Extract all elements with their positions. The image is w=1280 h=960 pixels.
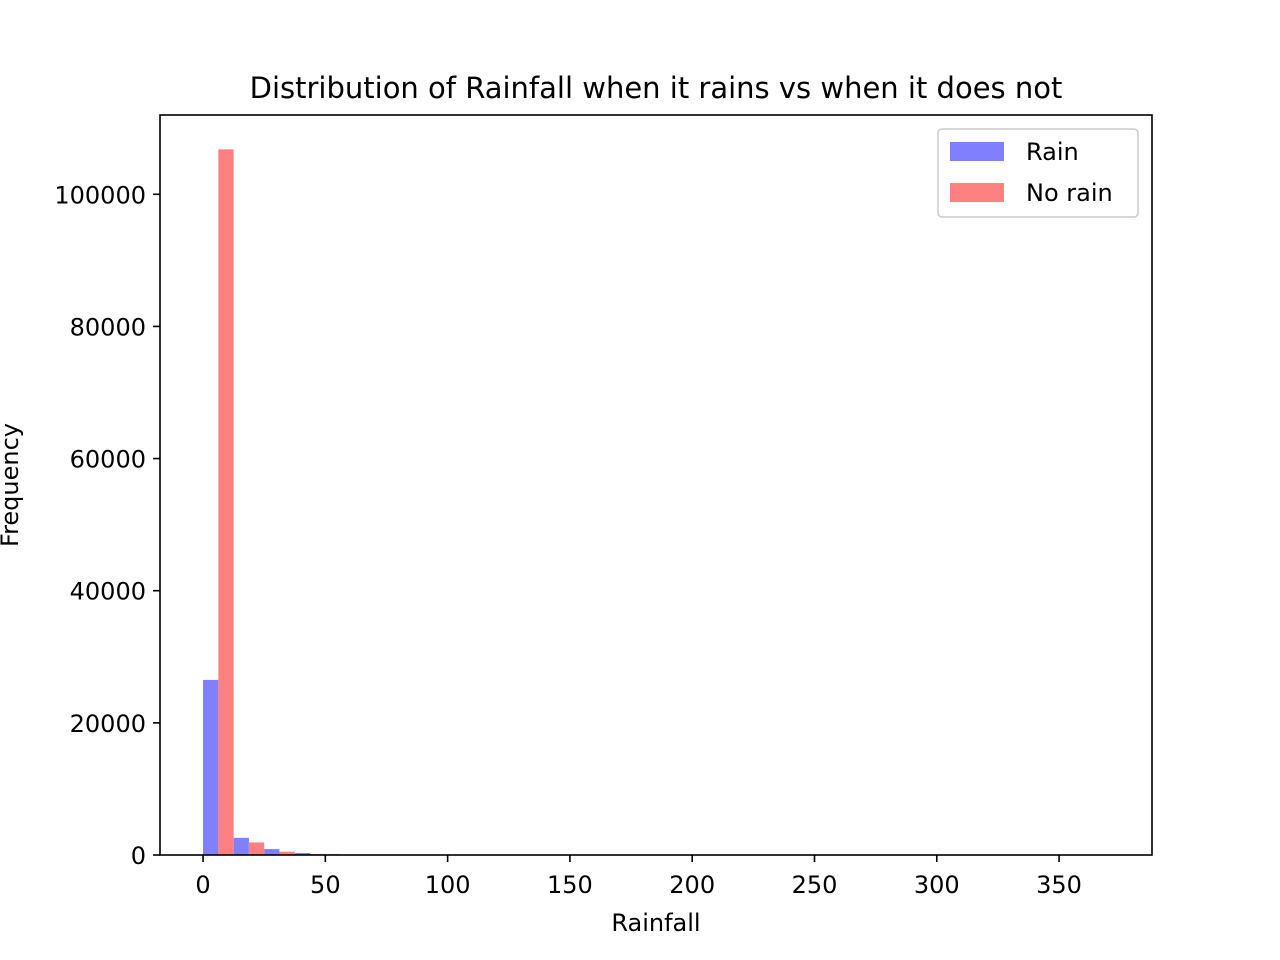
x-tick-label-0: 0: [195, 871, 210, 899]
y-tick-label-80000: 80000: [70, 313, 146, 341]
y-tick-label-60000: 60000: [70, 446, 146, 474]
legend-label-rain: Rain: [1026, 138, 1079, 166]
bar-no-rain-0: [218, 149, 234, 855]
x-tick-label-350: 350: [1036, 871, 1082, 899]
chart-title: Distribution of Rainfall when it rains v…: [250, 71, 1063, 105]
bars-layer: [203, 149, 1105, 855]
bar-no-rain-2: [279, 851, 295, 855]
x-axis-label: Rainfall: [611, 909, 700, 937]
legend-swatch-no-rain: [950, 183, 1004, 202]
bar-rain-3: [294, 853, 311, 855]
bar-rain-1: [233, 837, 249, 855]
bar-rain-0: [203, 679, 219, 855]
legend-swatch-rain: [950, 142, 1004, 161]
legend: Rain No rain: [937, 128, 1139, 218]
y-tick-label-100000: 100000: [54, 181, 146, 209]
x-tick-label-100: 100: [425, 871, 471, 899]
y-tick-label-40000: 40000: [70, 578, 146, 606]
bar-rain-2: [264, 849, 280, 855]
axes-layer: 0 50 100 150 200 250 300 350 0 20000 40000 60000 800…: [54, 114, 1153, 899]
bar-no-rain-1: [248, 842, 265, 855]
x-tick-label-150: 150: [547, 871, 593, 899]
x-tick-label-200: 200: [669, 871, 715, 899]
x-tick-label-250: 250: [792, 871, 838, 899]
legend-label-no-rain: No rain: [1026, 179, 1113, 207]
x-tick-label-300: 300: [914, 871, 960, 899]
x-tick-label-50: 50: [310, 871, 341, 899]
y-tick-label-20000: 20000: [70, 710, 146, 738]
y-tick-label-0: 0: [131, 842, 146, 870]
plot-frame: [159, 114, 1153, 856]
y-axis-label: Frequency: [0, 423, 24, 547]
